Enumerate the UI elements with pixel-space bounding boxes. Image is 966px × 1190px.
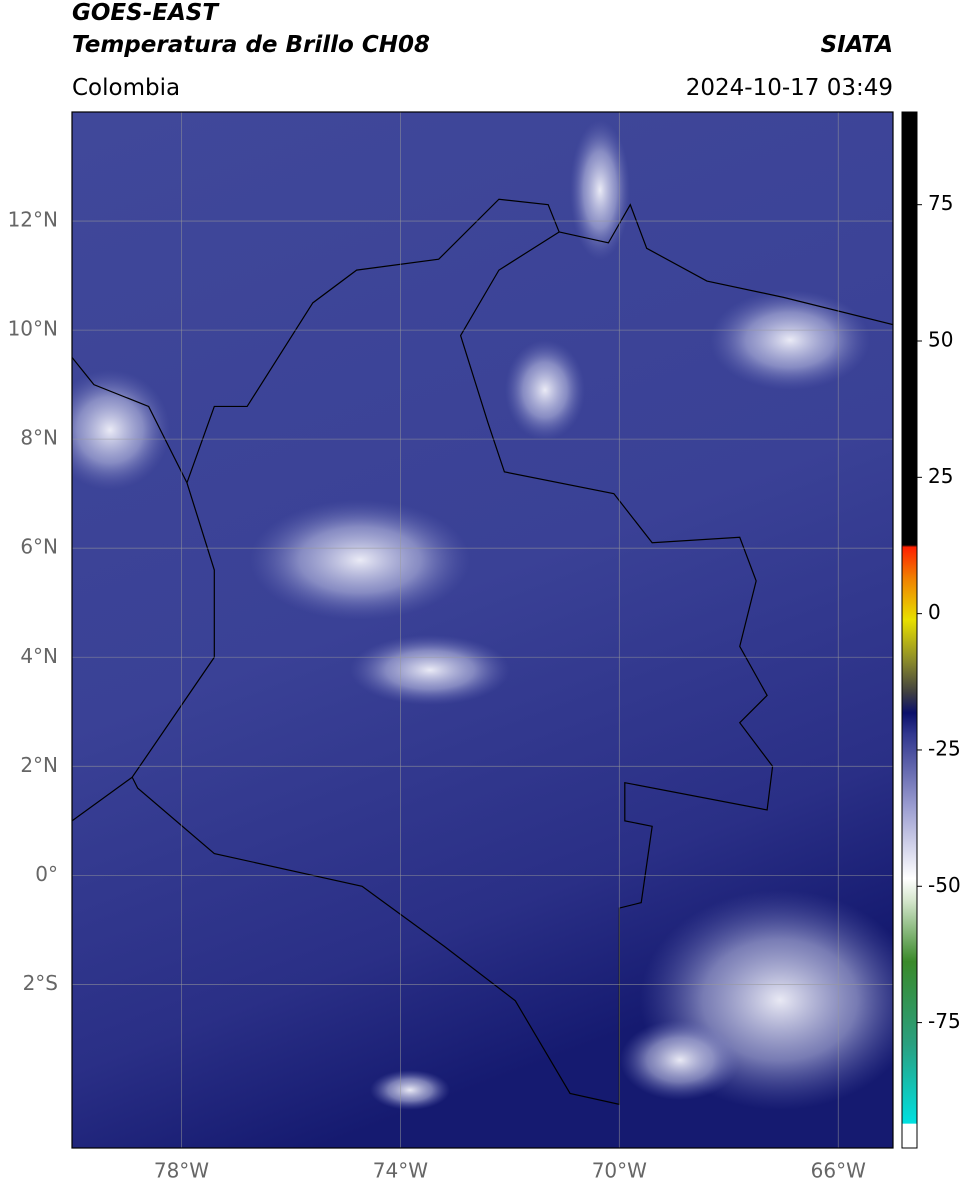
y-tick-label: 2°S [23,971,58,995]
map-frame [71,111,894,1149]
source: SIATA [821,32,893,58]
colorbar-tick-label: -75 [928,1009,961,1033]
colorbar-tick-label: 25 [928,464,953,488]
border-line [558,203,893,326]
title-line2: Temperatura de Brillo CH08 [72,32,430,58]
colorbar-tick-label: 0 [928,600,941,624]
tick-labels: 78°W 74°W 70°W 66°W 12°N 10°N 8°N 6°N 4°N 2°N 0° 2°… [8,191,961,1182]
clouds [72,120,893,1110]
y-tick-label: 8°N [20,426,58,450]
y-tick-label: 10°N [8,317,58,341]
x-tick-label: 78°W [154,1159,209,1183]
region: Colombia [72,75,180,101]
colorbar-tick-label: 50 [928,328,953,352]
graticule [72,112,893,1148]
y-tick-label: 0° [35,862,58,886]
border-line [72,356,188,484]
colorbar-tick-label: 75 [928,191,953,215]
colorbar-tick-label: -50 [928,873,961,897]
border-line [72,776,133,822]
border-line [131,198,774,1106]
borders [72,198,893,1106]
colorbar-tick-label: -25 [928,736,961,760]
title-line1: GOES-EAST [72,0,220,26]
x-tick-label: 74°W [373,1159,428,1183]
x-tick-label: 70°W [592,1159,647,1183]
colorbar [901,111,918,1149]
y-tick-label: 2°N [20,753,58,777]
x-tick-label: 66°W [811,1159,866,1183]
y-tick-label: 12°N [8,208,58,232]
map-area [72,112,893,1148]
y-tick-label: 4°N [20,644,58,668]
y-tick-label: 6°N [20,535,58,559]
datetime: 2024-10-17 03:49 [686,75,893,101]
